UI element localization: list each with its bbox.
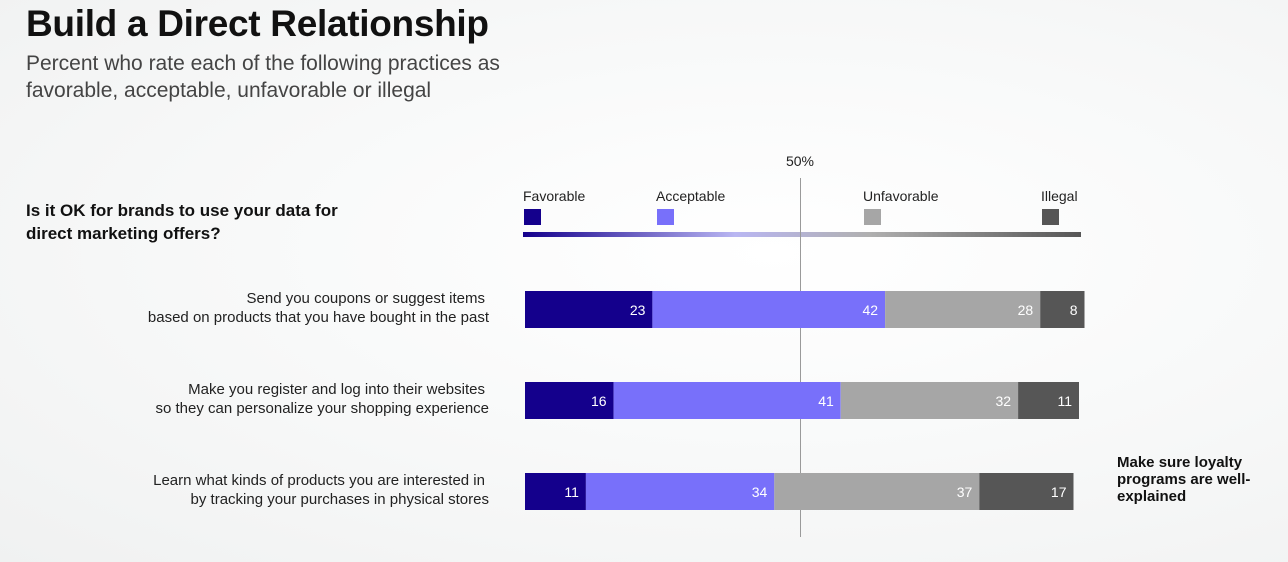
data-label-favorable-2: 16 [591, 393, 607, 409]
bar-favorable-1 [525, 291, 653, 328]
data-label-favorable-3: 11 [564, 484, 579, 500]
bar-unfavorable-1 [885, 291, 1041, 328]
legend-swatch-illegal [1042, 209, 1059, 225]
legend: Favorable Acceptable Unfavorable Illegal [523, 188, 1078, 225]
legend-swatch-favorable [524, 209, 541, 225]
bar-illegal-2 [1018, 382, 1079, 419]
data-label-favorable-1: 23 [630, 302, 646, 318]
bar-favorable-2 [525, 382, 614, 419]
legend-swatch-acceptable [657, 209, 674, 225]
bar-illegal-1 [1040, 291, 1085, 328]
data-label-acceptable-2: 41 [818, 393, 834, 409]
category-label-1: Send you coupons or suggest items based o… [148, 290, 490, 326]
data-label-illegal-2: 11 [1057, 393, 1072, 409]
chart-question: Is it OK for brands to use your data for… [26, 201, 338, 243]
bars: 23 42 28 8 16 41 32 11 11 34 37 17 [525, 291, 1085, 510]
side-note: Make sure loyalty programs are well-expl… [1117, 454, 1251, 505]
bar-acceptable-1 [652, 291, 886, 328]
legend-scale-bar [523, 232, 1081, 237]
data-label-illegal-1: 8 [1070, 302, 1078, 318]
category-label-2: Make you register and log into their web… [155, 381, 489, 417]
bar-acceptable-3 [585, 473, 775, 510]
page-subtitle: Percent who rate each of the following p… [26, 52, 500, 102]
data-label-acceptable-1: 42 [863, 302, 879, 318]
bar-unfavorable-2 [840, 382, 1019, 419]
reference-line-label: 50% [786, 153, 814, 169]
data-label-unfavorable-2: 32 [996, 393, 1012, 409]
legend-label-illegal: Illegal [1041, 188, 1078, 204]
bar-favorable-3 [525, 473, 586, 510]
data-label-illegal-3: 17 [1051, 484, 1067, 500]
data-label-acceptable-3: 34 [752, 484, 768, 500]
category-labels: Send you coupons or suggest items based o… [148, 290, 490, 508]
legend-label-unfavorable: Unfavorable [863, 188, 939, 204]
bar-illegal-3 [979, 473, 1074, 510]
data-label-unfavorable-3: 37 [957, 484, 973, 500]
category-label-3: Learn what kinds of products you are int… [153, 472, 489, 508]
bar-unfavorable-3 [774, 473, 980, 510]
legend-label-acceptable: Acceptable [656, 188, 725, 204]
legend-label-favorable: Favorable [523, 188, 585, 204]
bar-acceptable-2 [613, 382, 841, 419]
legend-swatch-unfavorable [864, 209, 881, 225]
data-label-unfavorable-1: 28 [1018, 302, 1034, 318]
page-title: Build a Direct Relationship [26, 3, 489, 44]
